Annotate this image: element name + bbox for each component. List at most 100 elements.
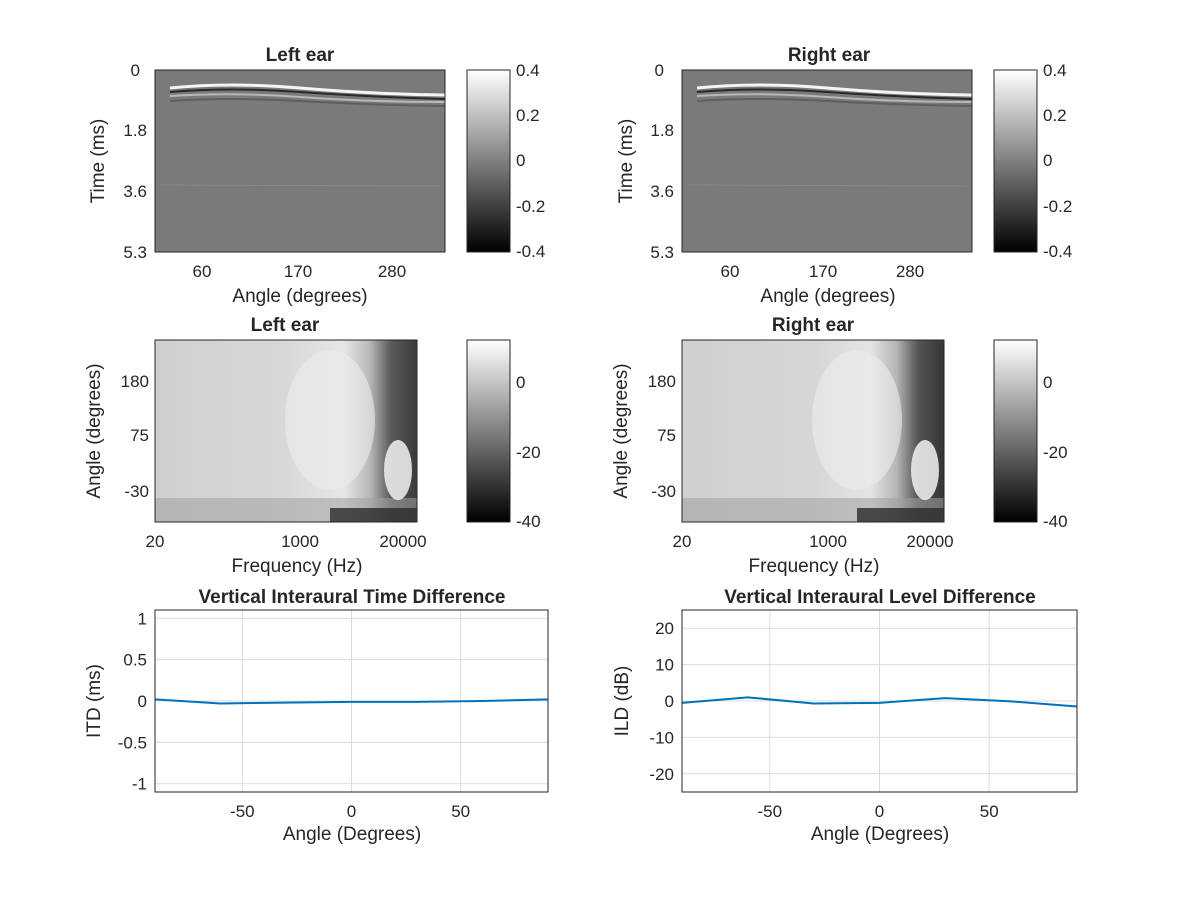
colorbar-tick-label: -20: [1043, 443, 1068, 462]
plot-border: [154, 339, 418, 523]
chart-title: Right ear: [788, 45, 871, 66]
panel-right-ear-time: Right ear 60 170 280 0 1.8 3.6 5.3 Angle…: [616, 45, 1072, 307]
y-tick-label: -20: [649, 765, 674, 784]
x-tick-label: 20: [146, 532, 165, 551]
plot-border: [681, 339, 945, 523]
y-tick-label: 180: [648, 372, 676, 391]
plot-border: [681, 69, 973, 253]
panel-itd: 1 0.5 0 -0.5 -1 -50 0 50 Vertical Interaural T…: [84, 587, 549, 845]
colorbar: [466, 69, 511, 253]
faint-reflection: [686, 184, 968, 187]
colorbar-tick-label: -40: [516, 512, 541, 531]
colorbar: [993, 339, 1038, 523]
chart-title: Left ear: [251, 315, 320, 336]
x-tick-label: 60: [721, 262, 740, 281]
onset-ridge-light: [169, 83, 446, 97]
y-axis-label: Time (ms): [616, 119, 637, 204]
x-tick-label: 20000: [906, 532, 953, 551]
chart-title: Vertical Interaural Level Difference: [724, 587, 1036, 608]
chart-title: Right ear: [772, 315, 855, 336]
colorbar-tick-label: -0.2: [1043, 197, 1072, 216]
x-tick-label: 280: [378, 262, 406, 281]
panel-left-ear-time: Left ear 60 170 280 0 1.8 3.6 5.3 Angle …: [88, 45, 545, 307]
x-tick-labels: -50 0 50: [230, 802, 470, 821]
y-tick-label: -30: [651, 482, 676, 501]
x-tick-label: 280: [896, 262, 924, 281]
y-tick-label: 0.5: [123, 651, 147, 670]
panel-right-ear-frequency: Right ear 20 1000 20000 180 75 -30 Frequ…: [611, 315, 1068, 577]
colorbar-tick-label: -40: [1043, 512, 1068, 531]
x-axis-label: Angle (Degrees): [283, 824, 421, 845]
bright-region: [285, 350, 375, 490]
onset-ridge-dark: [696, 88, 973, 100]
y-tick-label: 0: [655, 61, 664, 80]
plot-border: [681, 609, 1078, 793]
x-tick-label: 1000: [809, 532, 847, 551]
y-tick-label: 10: [655, 656, 674, 675]
colorbar-tick-label: 0.4: [516, 61, 540, 80]
colorbar-tick-label: -0.4: [1043, 242, 1072, 261]
panel-left-ear-frequency: Left ear 20 1000 20000 180 75 -30 Freque…: [84, 315, 541, 577]
x-tick-label: 20: [673, 532, 692, 551]
y-tick-label: 180: [121, 372, 149, 391]
colorbar-tick-label: -0.2: [516, 197, 545, 216]
x-axis-label: Frequency (Hz): [232, 556, 363, 577]
x-axis-label: Angle (Degrees): [811, 824, 949, 845]
y-tick-label: 20: [655, 619, 674, 638]
x-tick-label: 20000: [379, 532, 426, 551]
x-axis-label: Frequency (Hz): [749, 556, 880, 577]
onset-ridge-dark: [169, 88, 446, 100]
onset-ridge-light: [696, 83, 973, 97]
y-tick-label: 75: [130, 426, 149, 445]
x-axis-label: Angle (degrees): [760, 286, 895, 307]
y-axis-label: Angle (degrees): [611, 363, 632, 498]
y-tick-label: 3.6: [650, 182, 674, 201]
colorbar-tick-label: 0.2: [1043, 106, 1067, 125]
colorbar-tick-label: 0: [1043, 151, 1052, 170]
y-tick-label: 1.8: [123, 121, 147, 140]
colorbar-tick-label: 0.4: [1043, 61, 1067, 80]
y-axis-label: Angle (degrees): [84, 363, 105, 498]
plot-border: [154, 69, 446, 253]
onset-ridge-light-2: [169, 93, 446, 103]
onset-ridge-dark-2: [169, 98, 446, 107]
colorbar-tick-label: 0: [516, 373, 525, 392]
chart-title: Left ear: [266, 45, 335, 66]
series-line: [154, 698, 549, 705]
colorbar-tick-label: 0.2: [516, 106, 540, 125]
x-tick-label: 170: [809, 262, 837, 281]
x-tick-label: 50: [980, 802, 999, 821]
x-tick-label: 0: [347, 802, 356, 821]
bright-region-2: [911, 440, 939, 500]
y-tick-label: 0: [131, 61, 140, 80]
y-tick-label: -30: [124, 482, 149, 501]
faint-reflection: [159, 184, 441, 187]
x-axis-label: Angle (degrees): [232, 286, 367, 307]
x-tick-label: -50: [757, 802, 782, 821]
x-tick-label: 50: [451, 802, 470, 821]
bright-region: [812, 350, 902, 490]
x-tick-label: 1000: [281, 532, 319, 551]
colorbar: [993, 69, 1038, 253]
onset-ridge-light-2: [696, 93, 973, 103]
y-axis-label: ITD (ms): [84, 664, 105, 738]
bright-region-2: [384, 440, 412, 500]
x-tick-label: 170: [284, 262, 312, 281]
colorbar-tick-label: 0: [516, 151, 525, 170]
low-angle-band-dark: [330, 508, 417, 522]
y-tick-label: 3.6: [123, 182, 147, 201]
y-tick-label: 5.3: [123, 243, 147, 262]
y-tick-labels: 1 0.5 0 -0.5 -1: [118, 609, 147, 793]
plot-border: [154, 609, 549, 793]
y-tick-label: 0: [665, 692, 674, 711]
y-tick-label: 5.3: [650, 243, 674, 262]
y-tick-label: 0: [138, 692, 147, 711]
y-tick-label: -1: [132, 775, 147, 794]
panel-ild: 20 10 0 -10 -20 -50 0 50 Vertical Interaural L…: [612, 587, 1078, 845]
y-axis-label: Time (ms): [88, 119, 109, 204]
y-tick-label: 1: [138, 609, 147, 628]
y-tick-label: 75: [657, 426, 676, 445]
y-tick-label: -10: [649, 728, 674, 747]
colorbar-tick-label: 0: [1043, 373, 1052, 392]
